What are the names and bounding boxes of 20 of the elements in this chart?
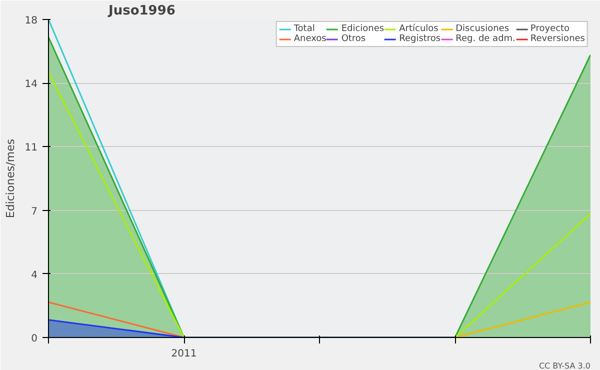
- legend-label: Reg. de adm.: [456, 34, 516, 44]
- chart-title: Juso1996: [108, 4, 176, 18]
- legend-label: Total: [294, 24, 315, 34]
- y-axis-title: Ediciones/mes: [4, 138, 17, 218]
- y-tick-label: 11: [24, 142, 38, 154]
- y-tick-label: 14: [24, 79, 38, 90]
- legend-label: Proyecto: [530, 24, 570, 34]
- x-tick-label: 2011: [171, 348, 197, 360]
- legend-label: Anexos: [294, 34, 326, 44]
- legend-label: Reversiones: [530, 34, 585, 44]
- legend-label: Otros: [341, 34, 366, 44]
- text: CC BY-SA 3.0: [538, 362, 591, 370]
- legend-label: Ediciones: [341, 24, 384, 34]
- y-tick-label: 0: [31, 334, 38, 344]
- y-tick-label: 4: [31, 270, 38, 281]
- legend-label: Registros: [399, 34, 441, 44]
- legend-label: Artículos: [399, 24, 438, 34]
- y-tick-label: 18: [24, 16, 38, 26]
- y-tick-label: 7: [31, 206, 38, 218]
- legend-label: Discusiones: [456, 24, 510, 34]
